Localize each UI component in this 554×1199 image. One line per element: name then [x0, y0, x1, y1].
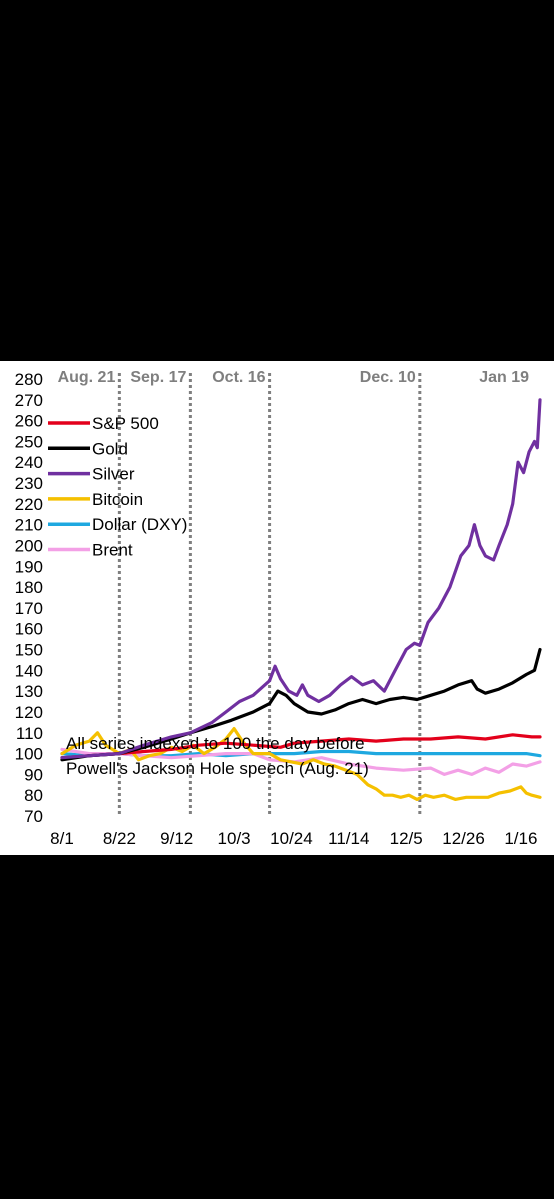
annotation-line-2: Powell's Jackson Hole speech (Aug. 21)	[66, 759, 369, 778]
y-tick-label: 280	[15, 370, 43, 389]
y-tick-label: 130	[15, 682, 43, 701]
event-label: Aug. 21	[58, 369, 116, 386]
series-line	[60, 727, 542, 801]
series-line	[60, 747, 542, 776]
x-tick-label: 10/3	[218, 829, 251, 848]
y-tick-label: 170	[15, 599, 43, 618]
x-tick-label: 10/24	[270, 829, 313, 848]
y-tick-label: 250	[15, 432, 43, 451]
y-tick-label: 110	[16, 724, 43, 743]
legend-entry: Dollar (DXY)	[92, 515, 187, 534]
x-tick-label: 1/16	[504, 829, 537, 848]
annotation-line-1: All series indexed to 100 the day before	[66, 734, 365, 753]
series-line	[60, 398, 542, 760]
x-tick-label: 8/22	[103, 829, 136, 848]
x-tick-label: 8/1	[50, 829, 74, 848]
y-tick-label: 190	[15, 557, 43, 576]
y-tick-label: 140	[15, 661, 43, 680]
y-tick-label: 240	[15, 453, 43, 472]
y-tick-label: 100	[15, 745, 43, 764]
event-label: Sep. 17	[130, 369, 186, 386]
x-axis: 8/1 8/22 9/12 10/3 10/24 11/14 12/5 12/26 1/16	[50, 829, 537, 848]
x-tick-label: 12/26	[442, 829, 485, 848]
annotation: All series indexed to 100 the day before…	[66, 734, 369, 778]
x-tick-label: 9/12	[160, 829, 193, 848]
x-tick-label: 12/5	[390, 829, 423, 848]
y-tick-label: 80	[24, 786, 43, 805]
legend-entry: S&P 500	[92, 414, 159, 433]
event-label: Dec. 10	[360, 369, 416, 386]
y-tick-label: 230	[15, 474, 43, 493]
end-date-label: Jan 19	[479, 369, 529, 386]
y-tick-label: 200	[15, 536, 43, 555]
series-line	[60, 733, 542, 760]
event-lines: Aug. 21 Sep. 17 Oct. 16 Dec. 10	[58, 369, 422, 816]
series-lines	[60, 398, 542, 801]
y-tick-label: 120	[15, 703, 43, 722]
legend: S&P 500 Gold Silver Bitcoin Dollar (DXY) Bren…	[48, 414, 187, 560]
y-tick-label: 70	[24, 807, 43, 826]
y-tick-label: 220	[15, 495, 43, 514]
indexed-performance-line-chart: 7080901001101201301401501601701801902002…	[15, 369, 542, 848]
y-tick-label: 260	[15, 412, 43, 431]
legend-entry: Gold	[92, 439, 128, 458]
chart-panel: 70 80 90 100 110 120 130 140 150 160 170 180 190 200 2…	[0, 361, 554, 855]
x-tick-label: 11/14	[328, 829, 369, 848]
y-tick-label: 160	[15, 620, 43, 639]
event-label: Oct. 16	[212, 369, 265, 386]
legend-entry: Bitcoin	[92, 490, 143, 509]
y-tick-label: 180	[15, 578, 43, 597]
y-tick-label: 90	[24, 765, 43, 784]
legend-entry: Brent	[92, 541, 133, 560]
y-axis: 7080901001101201301401501601701801902002…	[15, 370, 43, 826]
y-tick-label: 210	[15, 516, 43, 535]
y-tick-label: 270	[15, 391, 43, 410]
legend-entry: Silver	[92, 465, 135, 484]
y-tick-label: 150	[15, 641, 43, 660]
